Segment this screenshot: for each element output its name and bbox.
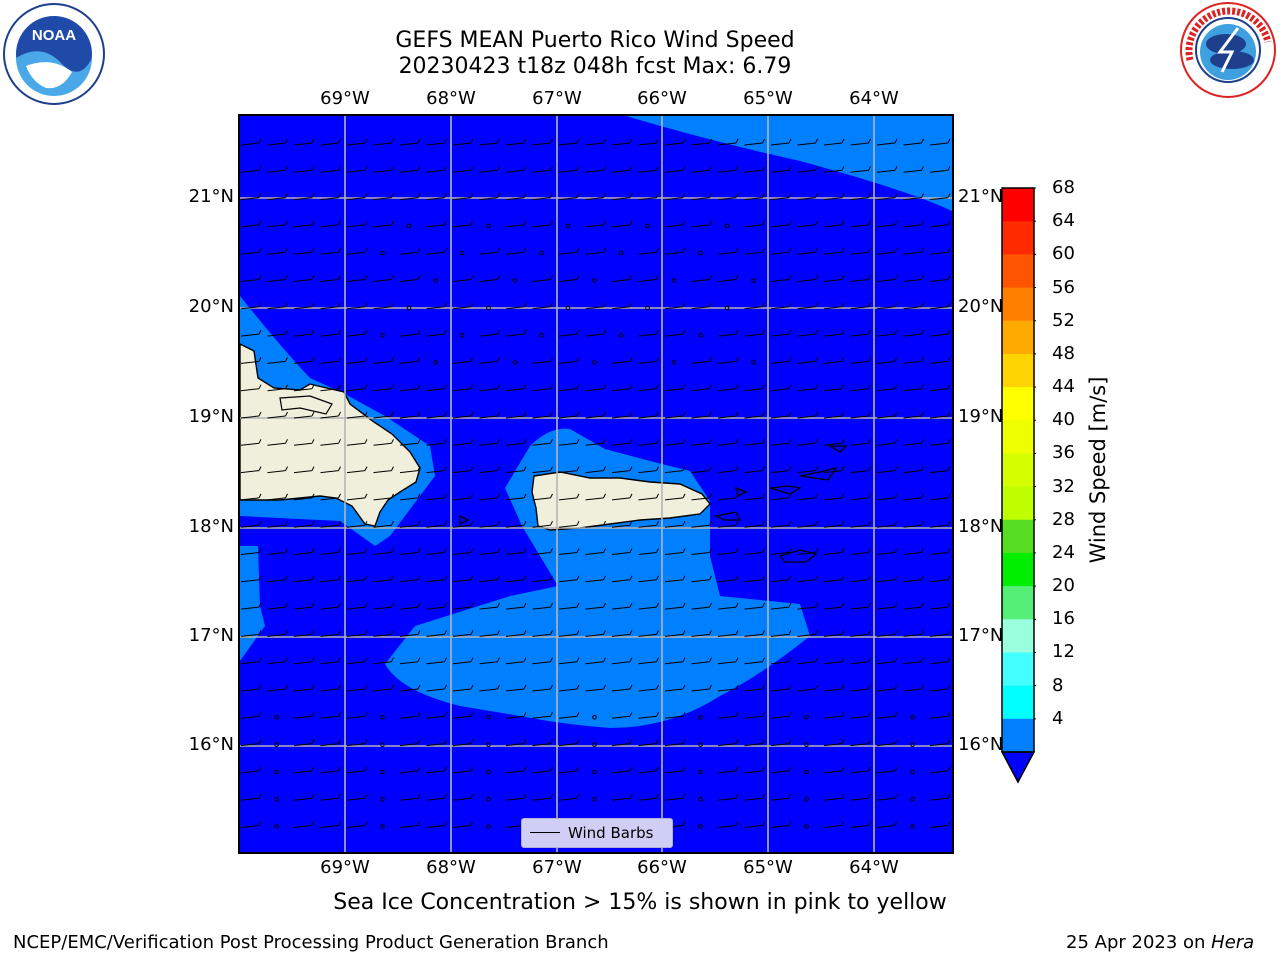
- colorbar-tick-label: 12: [1052, 641, 1075, 663]
- lat-label-right: 21°N: [958, 186, 1004, 207]
- map-title: GEFS MEAN Puerto Rico Wind Speed: [395, 28, 795, 53]
- footer-credit: NCEP/EMC/Verification Post Processing Pr…: [13, 932, 609, 953]
- colorbar-segment: [1002, 552, 1034, 587]
- sea-ice-note: Sea Ice Concentration > 15% is shown in …: [333, 890, 947, 915]
- colorbar-under-triangle: [1000, 751, 1036, 784]
- lon-label-bottom: 68°W: [426, 857, 476, 878]
- colorbar-tick-label: 4: [1052, 707, 1064, 729]
- lon-label-top: 67°W: [532, 88, 582, 109]
- lat-label-left: 16°N: [188, 734, 234, 755]
- colorbar-segment: [1002, 486, 1034, 521]
- lat-label-left: 19°N: [188, 406, 234, 427]
- lat-label-right: 20°N: [958, 296, 1004, 317]
- colorbar-segment: [1002, 586, 1034, 620]
- legend-label: Wind Barbs: [568, 824, 654, 842]
- lon-label-bottom: 66°W: [637, 857, 687, 878]
- colorbar-segment: [1002, 221, 1034, 255]
- map-panel: [238, 114, 954, 854]
- lat-label-right: 18°N: [958, 516, 1004, 537]
- land-puerto-rico: [531, 471, 711, 531]
- lon-label-bottom: 67°W: [532, 857, 582, 878]
- colorbar-segment: [1002, 320, 1034, 355]
- colorbar-tick-label: 20: [1052, 575, 1075, 597]
- lon-label-bottom: 64°W: [849, 857, 899, 878]
- lat-label-right: 17°N: [958, 625, 1004, 646]
- colorbar-tick-label: 44: [1052, 376, 1075, 398]
- colorbar-tick-label: 32: [1052, 475, 1075, 497]
- colorbar-tick-label: 36: [1052, 442, 1075, 464]
- colorbar-segment: [1002, 619, 1034, 653]
- colorbar-tick-label: 52: [1052, 309, 1075, 331]
- noaa-logo: NOAA: [3, 3, 105, 105]
- lon-label-top: 66°W: [637, 88, 687, 109]
- lat-label-left: 21°N: [188, 186, 234, 207]
- lon-label-bottom: 69°W: [320, 857, 370, 878]
- lat-label-left: 20°N: [188, 296, 234, 317]
- map-legend: Wind Barbs: [521, 818, 673, 848]
- lon-label-top: 65°W: [743, 88, 793, 109]
- colorbar-tick-label: 48: [1052, 342, 1075, 364]
- lat-label-left: 18°N: [188, 516, 234, 537]
- lat-label-left: 17°N: [188, 625, 234, 646]
- colorbar-tick-label: 64: [1052, 210, 1075, 232]
- footer-date-text: 25 Apr 2023 on: [1066, 932, 1212, 953]
- lon-label-top: 64°W: [849, 88, 899, 109]
- colorbar-label: Wind Speed [m/s]: [1086, 376, 1110, 564]
- colorbar-tick-label: 56: [1052, 276, 1075, 298]
- lat-label-right: 16°N: [958, 734, 1004, 755]
- land-virgin-islands: [459, 445, 848, 563]
- map-subtitle: 20230423 t18z 048h fcst Max: 6.79: [398, 54, 792, 79]
- colorbar-tick-label: 16: [1052, 608, 1075, 630]
- colorbar-segment: [1002, 188, 1034, 222]
- lat-label-right: 19°N: [958, 406, 1004, 427]
- lon-label-top: 69°W: [320, 88, 370, 109]
- map-canvas: [240, 116, 952, 852]
- noaa-logo-text: NOAA: [32, 27, 76, 44]
- colorbar-tick-label: 68: [1052, 177, 1075, 198]
- colorbar-segment: [1002, 353, 1034, 388]
- colorbar-segment: [1002, 453, 1034, 488]
- colorbar-tick-label: 8: [1052, 674, 1064, 696]
- wind-barbs: [240, 138, 951, 829]
- footer-date: 25 Apr 2023 on Hera: [1066, 932, 1254, 953]
- colorbar-tick-label: 60: [1052, 243, 1075, 265]
- colorbar-tick-label: 28: [1052, 508, 1075, 530]
- footer-host: Hera: [1211, 932, 1255, 953]
- colorbar-segment: [1002, 718, 1034, 753]
- lon-label-bottom: 65°W: [743, 857, 793, 878]
- colorbar-segment: [1002, 287, 1034, 322]
- colorbar-tick-label: 24: [1052, 541, 1075, 563]
- wind-barb-legend-line: [530, 832, 560, 833]
- nws-logo: [1180, 2, 1276, 98]
- colorbar-segment: [1002, 387, 1034, 421]
- colorbar-segment: [1002, 519, 1034, 554]
- colorbar-segment: [1002, 420, 1034, 454]
- wind-band-west-coast: [240, 546, 265, 661]
- colorbar-segment: [1002, 685, 1034, 720]
- colorbar-segment: [1002, 652, 1034, 687]
- land-hispaniola-inner: [279, 395, 333, 415]
- lon-label-top: 68°W: [426, 88, 476, 109]
- colorbar-tick-label: 40: [1052, 409, 1075, 431]
- colorbar: [1000, 187, 1036, 784]
- colorbar-segment: [1002, 254, 1034, 289]
